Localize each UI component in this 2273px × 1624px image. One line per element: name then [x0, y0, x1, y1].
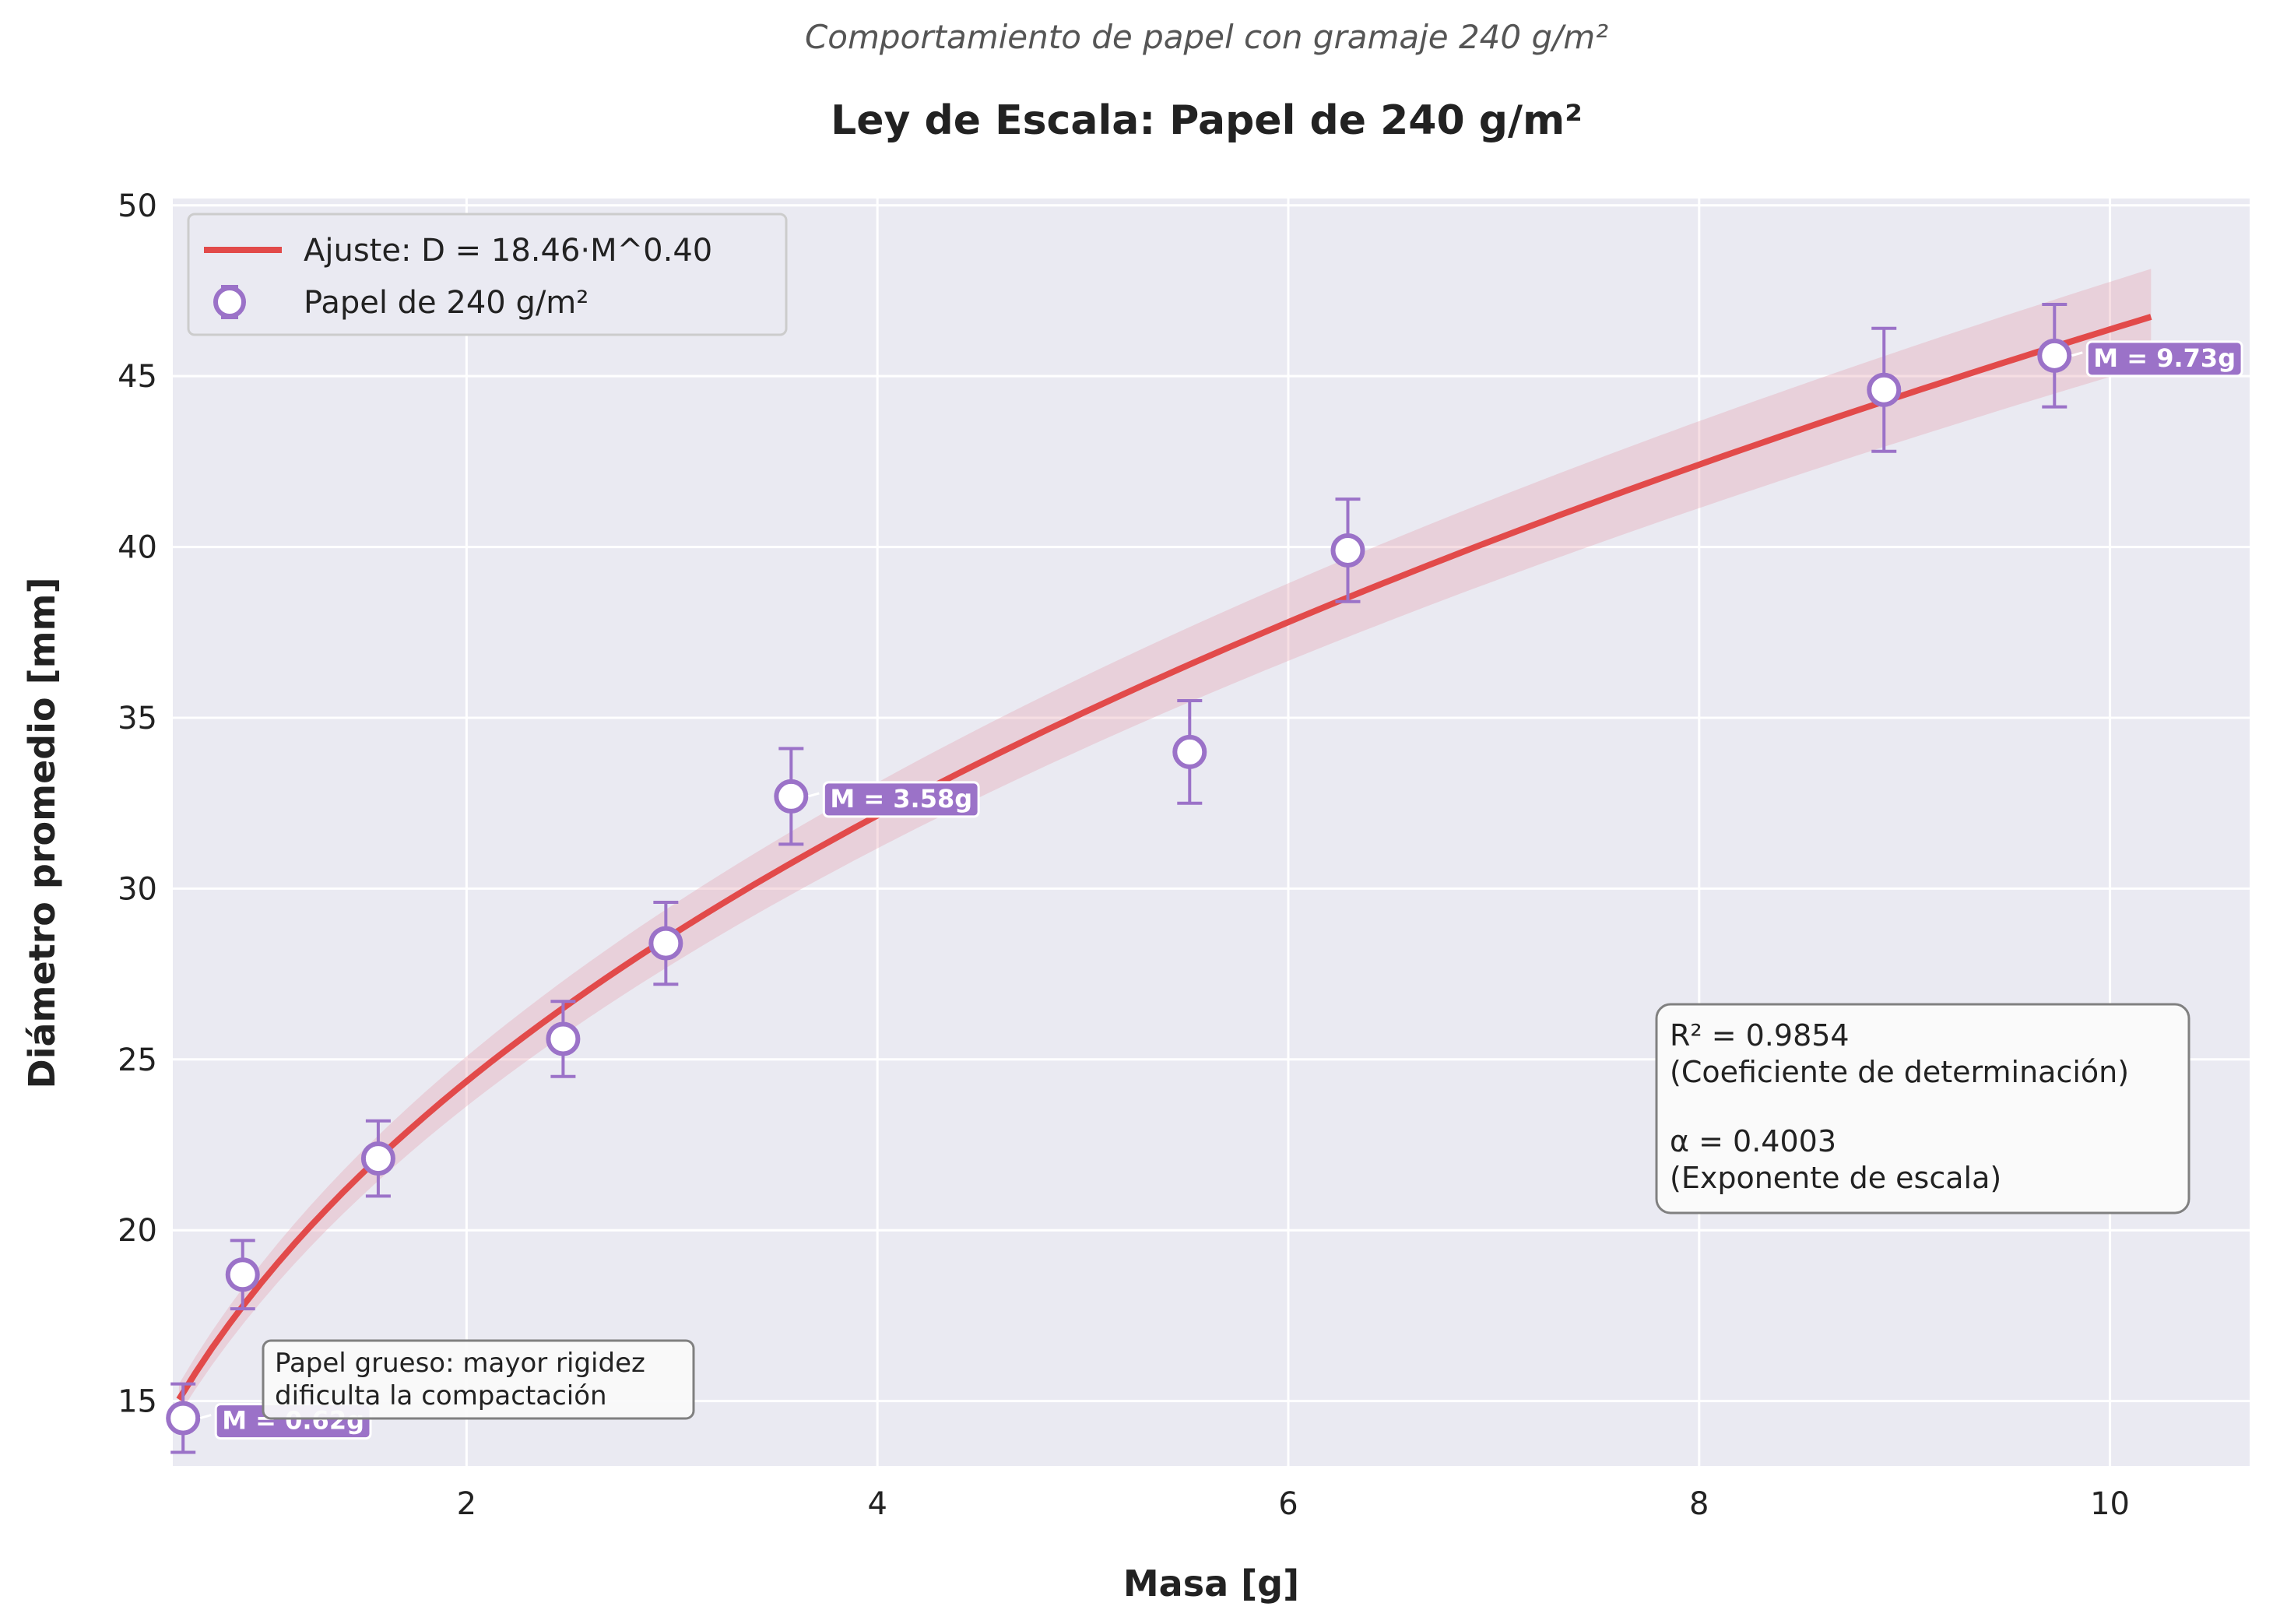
y-tick-label: 15	[118, 1384, 157, 1420]
point-annotation: M = 9.73g	[2071, 340, 2243, 378]
data-point	[225, 1239, 260, 1311]
data-point	[2037, 303, 2072, 409]
confidence-band-layer	[178, 269, 2152, 1415]
annotation-badge	[2085, 340, 2243, 378]
legend: Ajuste: D = 18.46·M^0.40 Papel de 240 g/…	[187, 213, 788, 336]
point-marker	[360, 1141, 395, 1176]
y-tick-label: 35	[118, 701, 157, 736]
point-marker	[1867, 372, 1902, 407]
y-tick-label: 25	[118, 1042, 157, 1078]
y-tick-label: 50	[118, 188, 157, 224]
point-marker	[546, 1021, 581, 1056]
data-point	[166, 1382, 201, 1454]
data-point	[1867, 326, 1902, 453]
y-tick-label: 20	[118, 1213, 157, 1249]
stats-r2-desc: (Coeficiente de determinación)	[1670, 1055, 2129, 1089]
chart-suptitle: Comportamiento de papel con gramaje 240 …	[805, 18, 1608, 56]
annotation-arrow	[807, 792, 820, 798]
confidence-band	[178, 269, 2152, 1415]
legend-points-label: Papel de 240 g/m²	[304, 285, 588, 321]
point-marker	[2037, 338, 2072, 373]
data-point	[1172, 699, 1207, 805]
point-marker	[648, 926, 683, 961]
annotation-label: M = 3.58g	[830, 784, 972, 814]
y-axis-label: Diámetro promedio [mm]	[21, 578, 63, 1089]
stats-alpha: α = 0.4003	[1670, 1124, 1836, 1158]
plot-area	[173, 199, 2250, 1466]
data-point	[774, 747, 809, 846]
stats-box-frame	[1655, 1003, 2190, 1214]
data-point	[1330, 497, 1365, 603]
grid	[173, 199, 2250, 1466]
stats-alpha-desc: (Exponente de escala)	[1670, 1161, 2001, 1195]
x-axis-label: Masa [g]	[1123, 1562, 1299, 1605]
point-marker	[774, 779, 809, 814]
fit-layer	[176, 314, 2152, 1401]
x-tick-label: 2	[457, 1486, 476, 1522]
x-tick-label: 8	[1689, 1486, 1709, 1522]
point-marker	[166, 1401, 201, 1436]
stats-r2: R² = 0.9854	[1670, 1018, 1850, 1053]
annotation-label: M = 9.73g	[2093, 343, 2236, 373]
chart-title: Ley de Escala: Papel de 240 g/m²	[831, 97, 1583, 144]
data-point	[648, 900, 683, 986]
point-marker	[225, 1257, 260, 1292]
stats-box: R² = 0.9854 (Coeficiente de determinació…	[1655, 1003, 2190, 1214]
data-point	[360, 1119, 395, 1198]
note-box-frame	[262, 1339, 695, 1420]
legend-fit-label: Ajuste: D = 18.46·M^0.40	[304, 233, 712, 269]
x-tick-label: 6	[1278, 1486, 1298, 1522]
y-tick-label: 40	[118, 530, 157, 566]
annotation-badge	[822, 781, 980, 818]
x-tick-label: 4	[867, 1486, 887, 1522]
note-line-2: dificulta la compactación	[275, 1380, 607, 1411]
y-tick-label: 30	[118, 871, 157, 907]
annotation-arrow	[199, 1414, 212, 1420]
legend-points-swatch	[213, 285, 246, 319]
ticks-layer: 2 4 6 8 10 15 20 25 30 35 40 45 50	[118, 188, 2130, 1522]
annotation-arrow	[2071, 351, 2083, 357]
point-marker	[1172, 734, 1207, 769]
point-annotation: M = 3.58g	[807, 781, 980, 818]
legend-frame	[187, 213, 788, 336]
fit-line	[176, 314, 2152, 1401]
point-marker	[1330, 533, 1365, 568]
note-line-1: Papel grueso: mayor rigidez	[275, 1348, 645, 1379]
y-tick-label: 45	[118, 359, 157, 395]
x-tick-label: 10	[2090, 1486, 2130, 1522]
data-point	[546, 1000, 581, 1078]
